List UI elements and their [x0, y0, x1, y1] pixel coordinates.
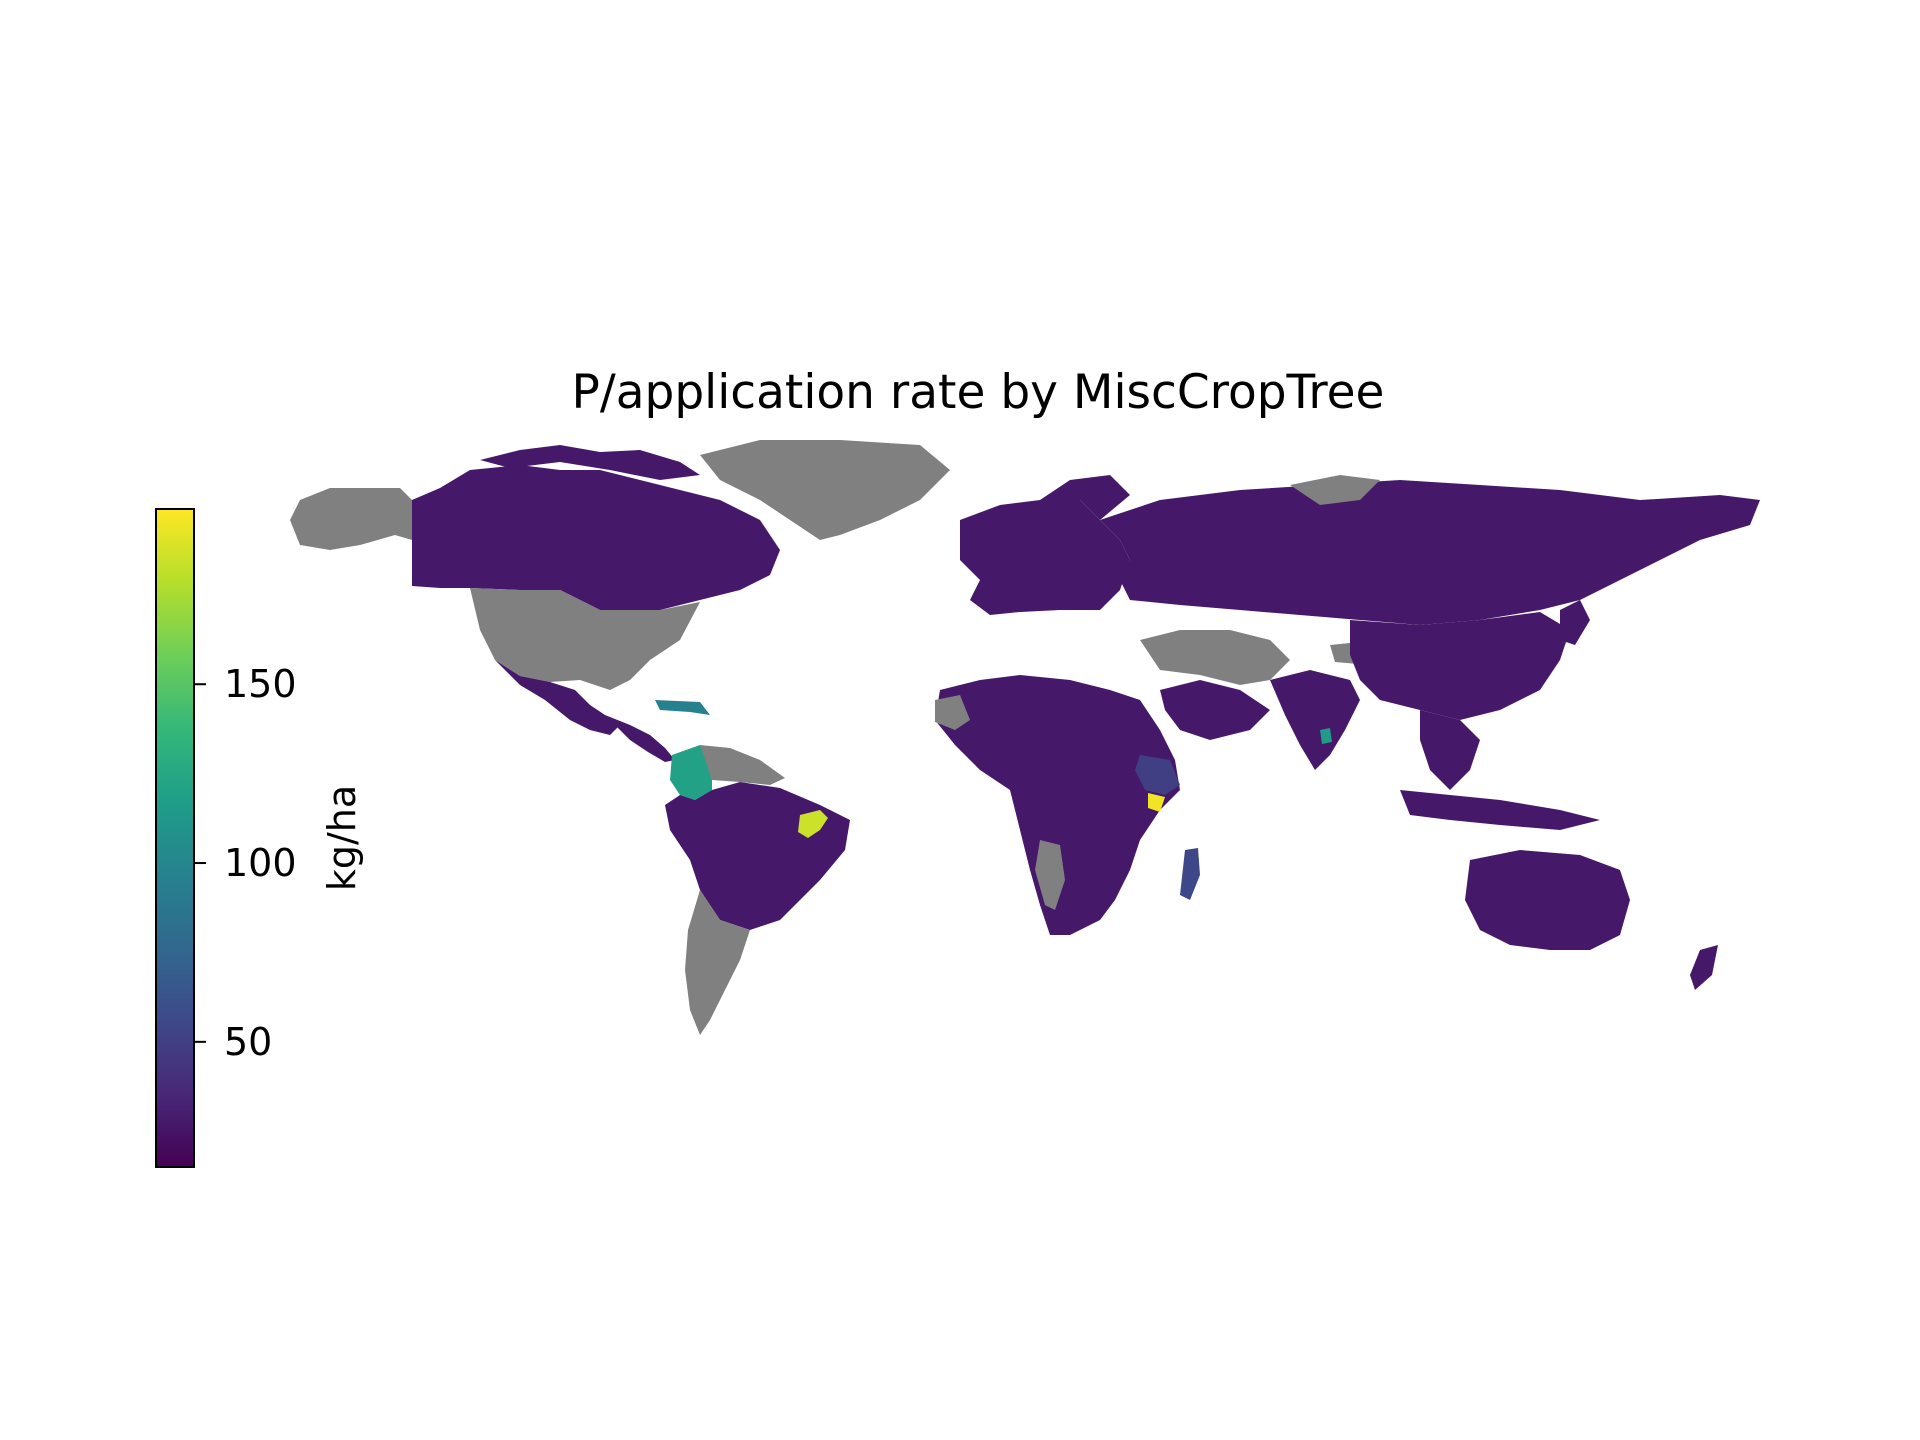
region-mexico: [495, 660, 620, 735]
region-central-america: [605, 715, 675, 762]
region-caribbean: [655, 700, 710, 715]
region-china: [1350, 612, 1570, 720]
colorbar-gradient: [156, 509, 194, 1167]
region-greenland: [700, 440, 950, 540]
region-africa: [935, 675, 1180, 935]
region-united-states: [470, 588, 700, 690]
region-india: [1270, 670, 1360, 770]
region-svalbard-arctic: [1290, 475, 1380, 505]
colorbar-frame: [155, 508, 195, 1168]
region-argentina-chile: [685, 890, 750, 1035]
region-venezuela-guianas: [700, 745, 785, 785]
region-turkey-iran: [1140, 630, 1290, 685]
region-scandinavia: [1040, 475, 1130, 520]
region-europe: [960, 500, 1130, 615]
region-russia: [1100, 480, 1760, 625]
region-kenya-coast: [1148, 793, 1165, 812]
region-alaska: [290, 488, 412, 550]
colorbar-tick-label: 150: [224, 662, 297, 706]
region-new-zealand: [1690, 945, 1718, 990]
colorbar-tick-label: 100: [224, 841, 297, 885]
region-canada-islands: [480, 445, 700, 480]
colorbar: 50 100 150 kg/ha: [155, 508, 364, 1168]
region-northeast-brazil: [798, 810, 828, 838]
chart-title: P/application rate by MiscCropTree: [572, 365, 1385, 420]
region-madagascar: [1180, 848, 1200, 900]
colorbar-label: kg/ha: [320, 785, 364, 891]
region-western-sahara: [935, 695, 970, 730]
region-southeast-asia: [1420, 710, 1480, 790]
region-middle-east: [1160, 680, 1270, 740]
region-japan: [1560, 600, 1590, 645]
region-indonesia: [1400, 790, 1600, 830]
region-australia: [1465, 850, 1630, 950]
region-ethiopia: [1135, 755, 1180, 795]
region-namibia: [1035, 840, 1065, 910]
colorbar-ticks: 50 100 150: [194, 662, 297, 1064]
world-map: [290, 440, 1760, 1035]
colorbar-tick-label: 50: [224, 1020, 272, 1064]
region-brazil: [665, 782, 850, 930]
region-canada: [412, 465, 780, 610]
region-colombia: [670, 745, 712, 800]
region-sri-lanka: [1320, 728, 1332, 744]
